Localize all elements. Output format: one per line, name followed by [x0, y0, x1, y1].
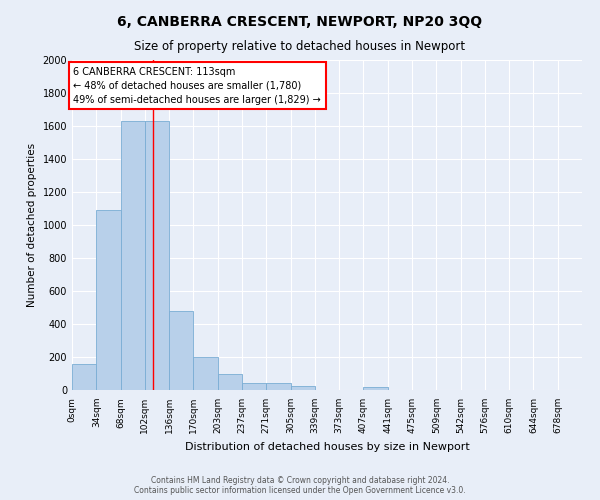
- Bar: [290, 386, 315, 390]
- Text: 6 CANBERRA CRESCENT: 113sqm
← 48% of detached houses are smaller (1,780)
49% of : 6 CANBERRA CRESCENT: 113sqm ← 48% of det…: [73, 66, 321, 104]
- Y-axis label: Number of detached properties: Number of detached properties: [27, 143, 37, 307]
- Bar: [193, 357, 218, 390]
- Text: 6, CANBERRA CRESCENT, NEWPORT, NP20 3QQ: 6, CANBERRA CRESCENT, NEWPORT, NP20 3QQ: [118, 15, 482, 29]
- Bar: [364, 386, 388, 390]
- Bar: [96, 210, 121, 390]
- Text: Size of property relative to detached houses in Newport: Size of property relative to detached ho…: [134, 40, 466, 53]
- Bar: [72, 364, 96, 390]
- Bar: [121, 121, 145, 390]
- Bar: [218, 374, 242, 390]
- Text: Contains HM Land Registry data © Crown copyright and database right 2024.
Contai: Contains HM Land Registry data © Crown c…: [134, 476, 466, 495]
- X-axis label: Distribution of detached houses by size in Newport: Distribution of detached houses by size …: [185, 442, 469, 452]
- Bar: [169, 311, 193, 390]
- Bar: [266, 384, 290, 390]
- Bar: [145, 121, 169, 390]
- Bar: [242, 382, 266, 390]
